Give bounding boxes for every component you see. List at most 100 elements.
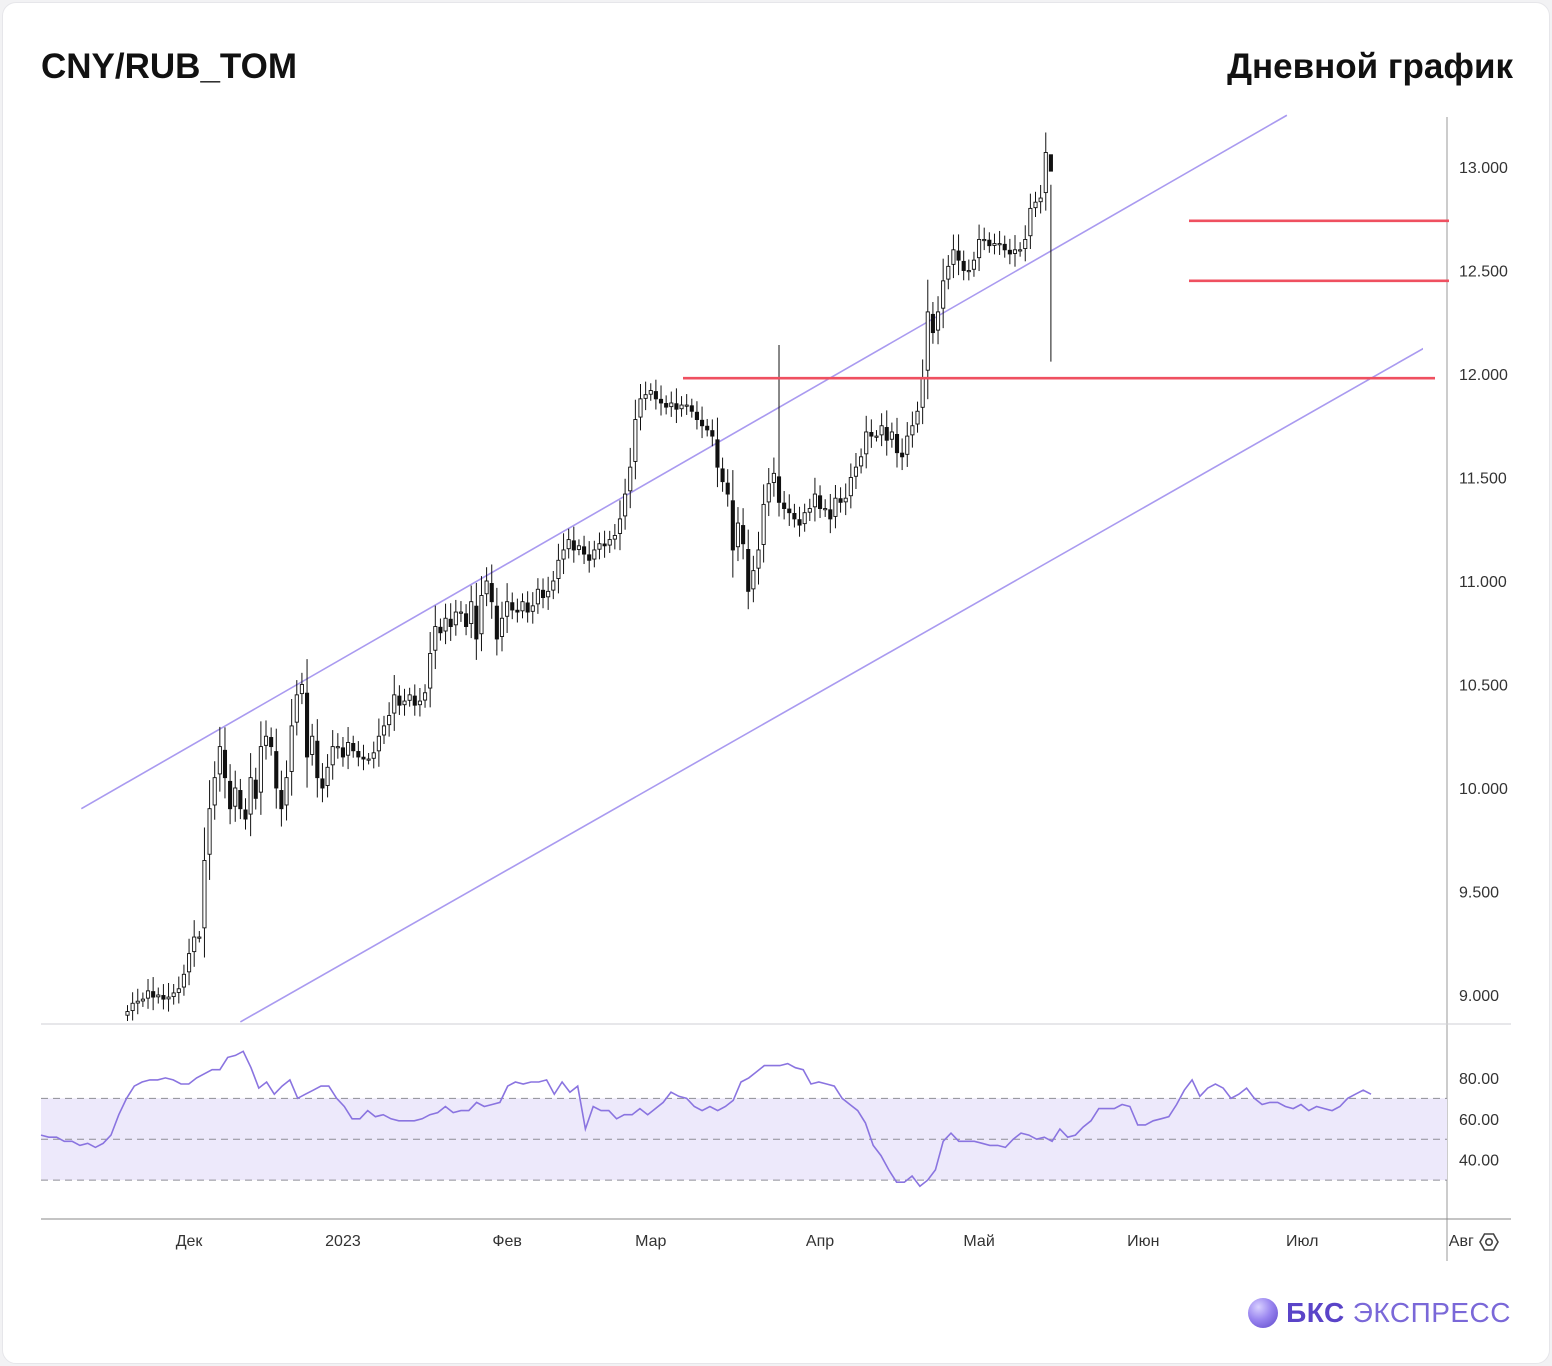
candle-body <box>956 250 961 261</box>
candle-body <box>674 403 679 410</box>
candle-body <box>807 508 812 513</box>
candle-body <box>751 570 756 590</box>
candle-body <box>320 778 325 789</box>
candle-body <box>140 998 145 1002</box>
candle-body <box>1028 207 1033 237</box>
candle-body <box>1012 249 1018 254</box>
candle-body <box>299 684 304 695</box>
candle-body <box>484 580 489 595</box>
candle-body <box>684 404 689 407</box>
candle-body <box>874 435 879 438</box>
candle-body <box>474 605 479 640</box>
candle-body <box>438 626 443 634</box>
candle-body <box>756 549 761 569</box>
brand-name-light: ЭКСПРЕСС <box>1352 1297 1511 1328</box>
support-resistance-levels <box>683 219 1449 380</box>
gear-icon[interactable] <box>1479 1233 1499 1251</box>
candle-body <box>833 497 838 517</box>
candle-body <box>125 1011 130 1016</box>
candle-body <box>935 311 941 331</box>
price-tick-label: 13.000 <box>1459 160 1508 177</box>
candle-body <box>689 405 694 412</box>
candle-body <box>499 617 505 637</box>
candle-body <box>335 746 340 749</box>
candle-body <box>1007 249 1012 255</box>
candle-body <box>525 602 530 613</box>
candle-body <box>289 725 294 772</box>
candle-body <box>310 735 315 755</box>
price-tick-label: 9.500 <box>1459 885 1499 902</box>
time-tick-label: Апр <box>806 1233 834 1250</box>
candles <box>125 132 1053 1022</box>
candle-body <box>592 549 597 560</box>
candlestick-chart: 13.000 12.500 12.000 11.500 11.000 10.500 10.0… <box>40 114 1511 1261</box>
candle-body <box>925 311 930 371</box>
candle-body <box>505 601 510 617</box>
rsi-tick-label: 80.00 <box>1459 1071 1499 1088</box>
candle-body <box>612 535 617 540</box>
candle-body <box>176 988 181 993</box>
rsi-tick-label: 40.00 <box>1459 1153 1499 1170</box>
candle-body <box>510 602 515 611</box>
candle-body <box>566 539 571 550</box>
candle-body <box>900 452 905 458</box>
candle-body <box>166 996 171 1000</box>
candle-body <box>376 735 381 752</box>
candle-body <box>228 780 233 810</box>
candle-body <box>330 746 335 766</box>
time-tick-label: Июл <box>1286 1233 1318 1250</box>
candle-body <box>628 466 633 492</box>
candle-body <box>479 595 484 635</box>
candle-body <box>705 425 710 431</box>
candle-body <box>222 749 228 779</box>
channel-lines <box>80 114 1423 1023</box>
candle-body <box>171 992 176 998</box>
candle-body <box>715 439 720 468</box>
candle-body <box>930 313 935 334</box>
candle-body <box>515 609 520 613</box>
candle-body <box>135 1000 140 1004</box>
candle-body <box>212 777 217 806</box>
price-tick-label: 12.500 <box>1459 264 1508 281</box>
candle-body <box>284 777 289 806</box>
candle-body <box>561 549 566 560</box>
candle-body <box>869 432 874 437</box>
candle-body <box>961 260 966 271</box>
candle-body <box>274 751 279 789</box>
candle-body <box>428 653 433 689</box>
candle-body <box>422 692 428 701</box>
candle-body <box>823 508 828 511</box>
price-tick-label: 10.000 <box>1459 781 1508 798</box>
candle-body <box>664 403 669 408</box>
time-tick-label: Фев <box>492 1233 522 1250</box>
candle-body <box>151 991 156 998</box>
candle-body <box>294 694 299 723</box>
candle-group <box>125 132 1053 1022</box>
candle-body <box>653 391 658 400</box>
candle-body <box>720 468 725 483</box>
candle-body <box>238 790 243 810</box>
candle-body <box>1038 197 1043 203</box>
candle-body <box>1023 238 1028 250</box>
candle-body <box>130 1002 135 1012</box>
channel-upper-line <box>80 114 1288 810</box>
candle-body <box>258 746 263 793</box>
candle-body <box>387 715 392 726</box>
candle-body <box>997 243 1002 246</box>
candle-body <box>381 725 387 736</box>
candle-body <box>658 398 664 404</box>
candle-body <box>535 588 540 605</box>
candle-body <box>941 280 946 309</box>
candle-body <box>782 502 787 510</box>
candle-body <box>982 238 987 242</box>
candle-body <box>1018 249 1023 252</box>
candle-body <box>366 758 371 761</box>
candle-body <box>725 482 730 495</box>
candle-body <box>1048 154 1053 172</box>
price-tick-label: 9.000 <box>1459 988 1499 1005</box>
candle-body <box>848 477 853 497</box>
time-tick-label: Май <box>963 1233 994 1250</box>
candle-body <box>192 936 197 953</box>
time-tick-label: 2023 <box>325 1233 361 1250</box>
